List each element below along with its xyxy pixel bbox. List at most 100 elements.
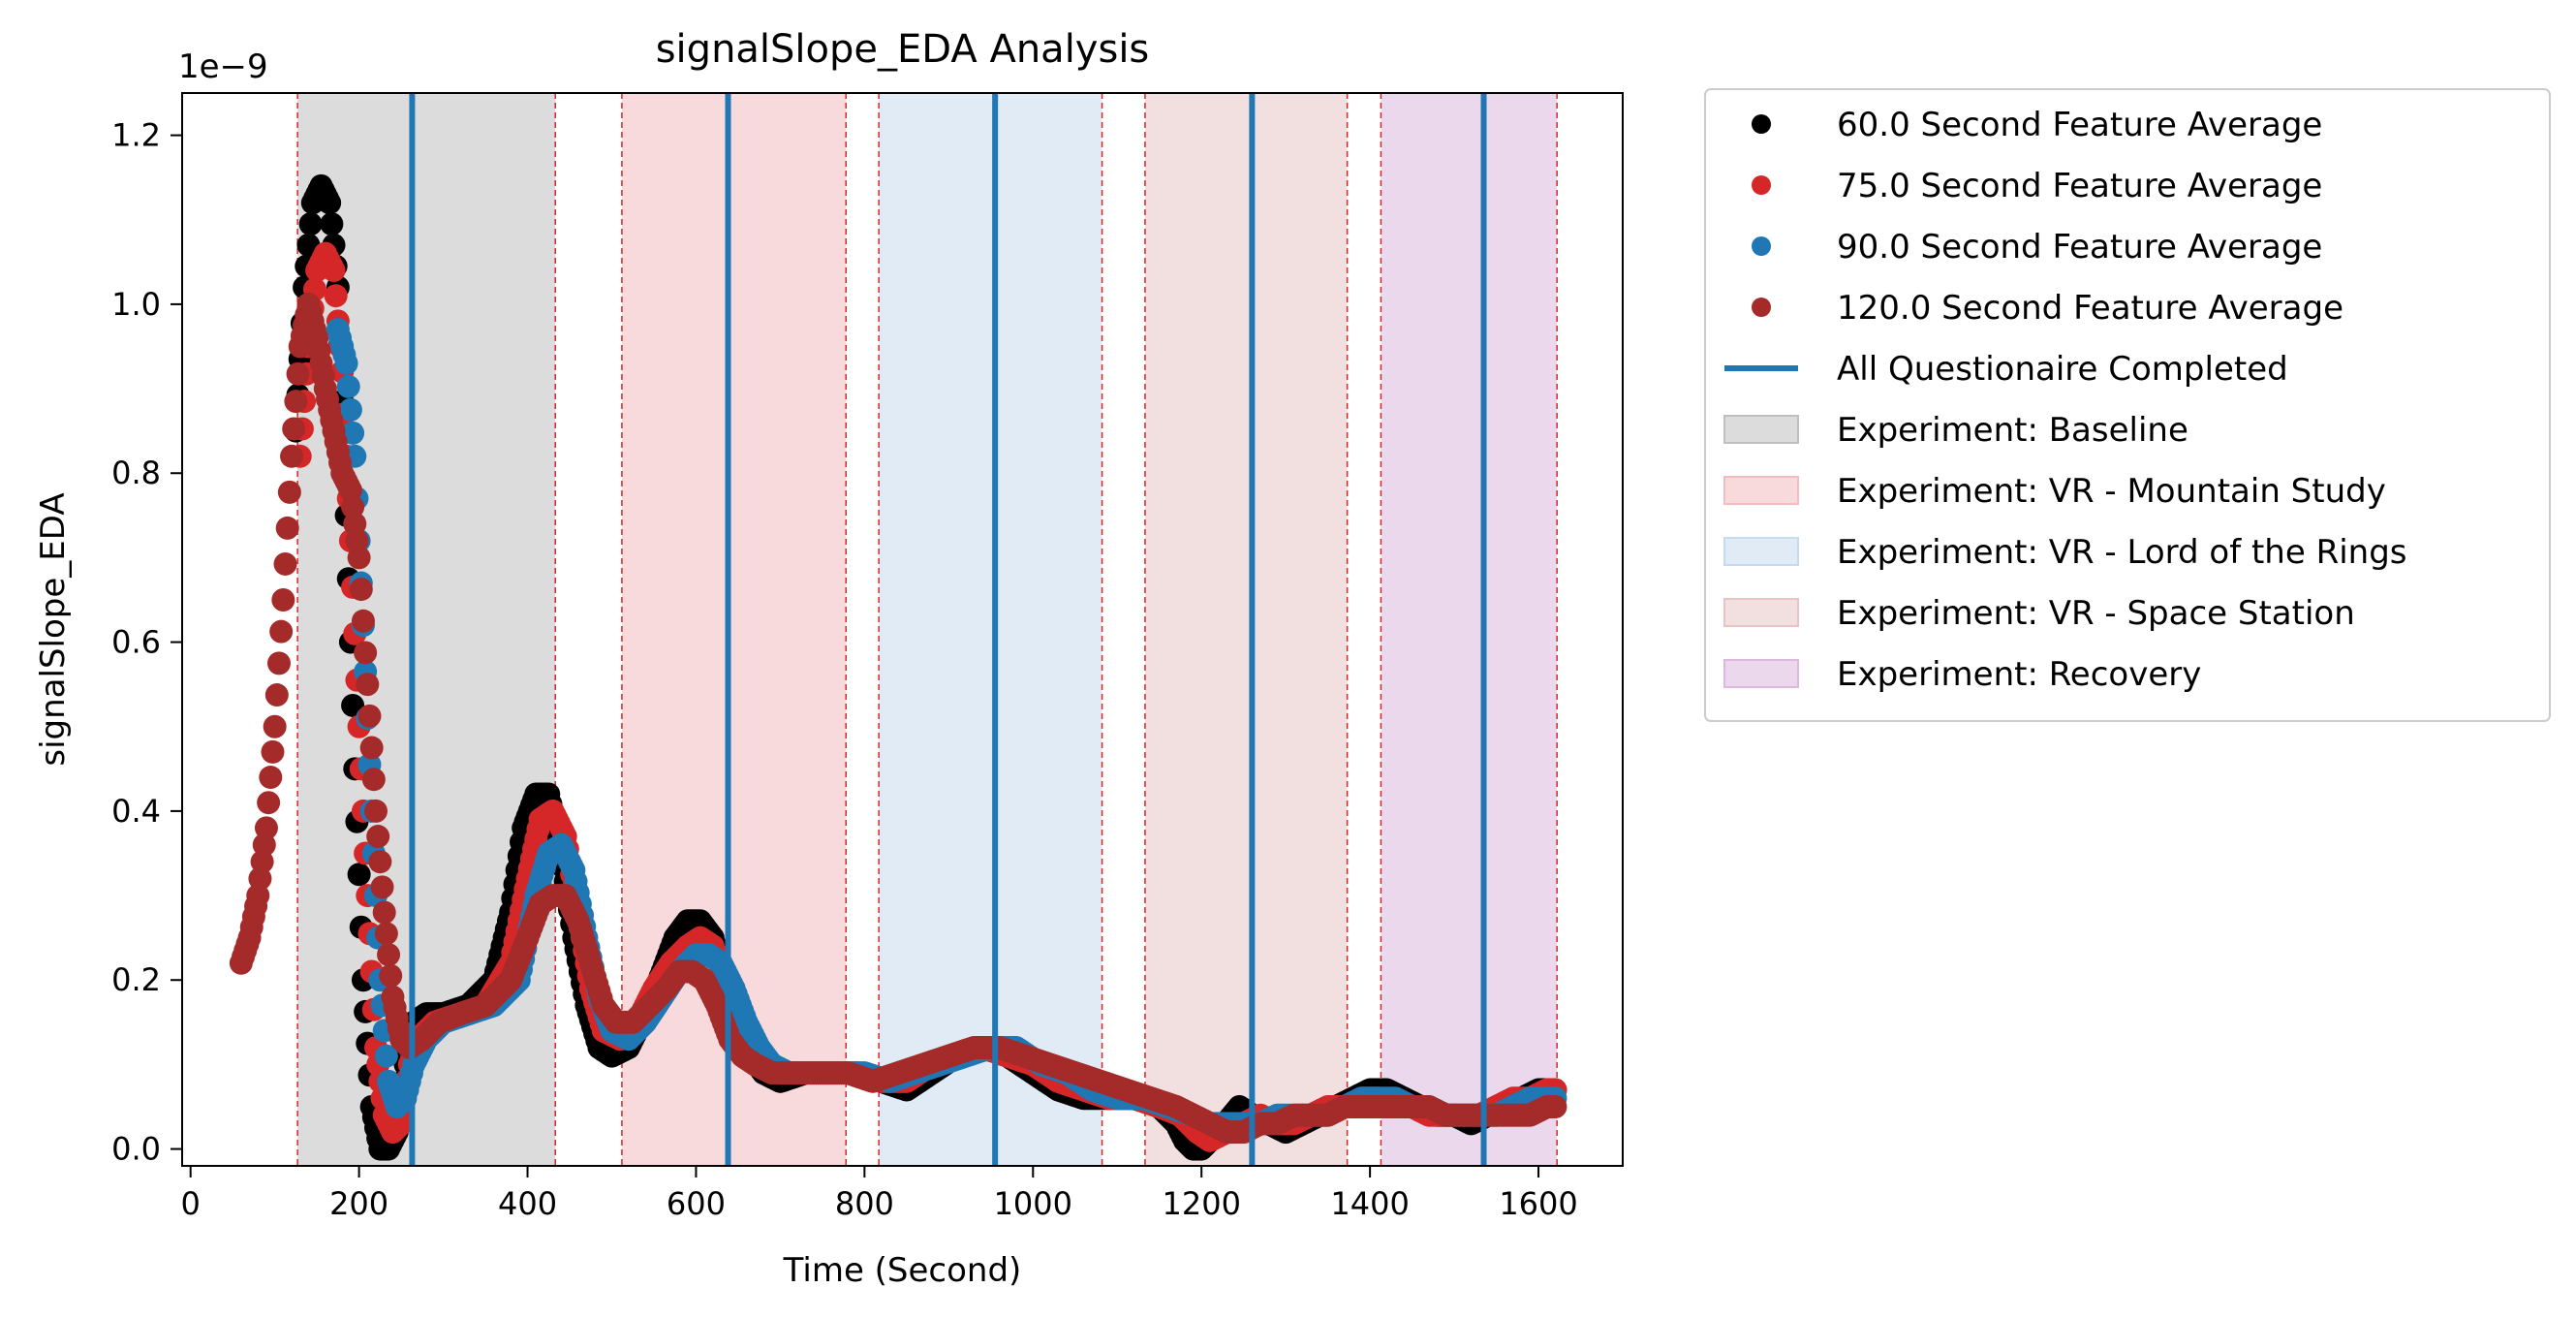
series-3-point-16 [364,799,388,823]
legend-marker-6 [1723,476,1799,505]
x-tick-label-6: 1200 [1162,1185,1240,1222]
series-3-marker [267,651,292,675]
legend-marker-2 [1752,236,1771,256]
x-tick-label-5: 1000 [994,1185,1072,1222]
y-tick-label-3: 0.6 [111,624,161,661]
series-1-point-4 [322,259,346,283]
questionnaire-lines [409,93,1487,1166]
legend-label-7: Experiment: VR - Lord of the Rings [1837,533,2407,572]
legend-item-0: 60.0 Second Feature Average [1752,106,2322,144]
legend-marker-3 [1752,298,1771,317]
series-3-marker [361,768,386,792]
legend-item-8: Experiment: VR - Space Station [1723,594,2355,633]
plot-frame [181,92,1624,1167]
legend-label-6: Experiment: VR - Mountain Study [1837,472,2386,511]
legend-label-9: Experiment: Recovery [1837,655,2201,694]
x-tick-label-4: 800 [835,1185,894,1222]
chart-title: signalSlope_EDA Analysis [656,27,1150,72]
x-tick-label-7: 1400 [1330,1185,1409,1222]
legend-item-7: Experiment: VR - Lord of the Rings [1723,533,2407,572]
legend: 60.0 Second Feature Average 75.0 Second F… [1704,88,2551,722]
legend-box [1704,88,2551,722]
legend-label-4: All Questionaire Completed [1837,350,2288,389]
legend-label-3: 120.0 Second Feature Average [1837,289,2343,328]
legend-item-9: Experiment: Recovery [1723,655,2201,694]
legend-marker-0 [1752,114,1771,134]
series-3-marker [345,528,369,552]
x-axis-label: Time (Second) [783,1251,1022,1290]
series-3 [229,292,1567,1145]
series-0-marker [347,863,371,887]
series-3-marker [351,609,375,633]
y-tick-label-1: 0.2 [111,961,161,998]
legend-label-2: 90.0 Second Feature Average [1837,228,2322,267]
series-0-marker [320,212,344,236]
series-3-point-83 [1543,1094,1567,1118]
series-3-marker [286,361,310,386]
experiment-span-2 [879,93,1102,1166]
series-3-point-4 [263,714,287,738]
series-3-marker [354,641,378,665]
x-tick-label-3: 600 [667,1185,726,1222]
legend-label-8: Experiment: VR - Space Station [1837,594,2355,633]
legend-item-4: All Questionaire Completed [1724,350,2288,389]
series-3-marker [359,736,384,760]
series-3-point-17 [372,900,396,925]
legend-label-1: 75.0 Second Feature Average [1837,167,2322,205]
legend-item-5: Experiment: Baseline [1723,411,2188,450]
series-0-marker [298,212,323,236]
series-1-marker [324,284,348,308]
series-3-marker [368,850,392,874]
series-3-marker [257,791,281,815]
series-3-marker [252,832,276,857]
series-2-marker [338,397,362,422]
series-3-marker [282,417,306,441]
series-3-marker [374,922,398,946]
series-3-point-14 [347,546,371,570]
y-tick-label-6: 1.2 [111,117,161,154]
series-3-marker [366,825,390,849]
series-3-point-2 [246,884,270,908]
experiment-span-3 [1144,93,1348,1166]
series-3-point-5 [271,587,295,612]
series-3-marker [379,963,403,988]
legend-label-5: Experiment: Baseline [1837,411,2188,450]
series-3-marker [273,551,297,576]
y-tick-label-5: 1.0 [111,286,161,323]
legend-item-3: 120.0 Second Feature Average [1752,289,2343,328]
series-3-marker [259,766,283,790]
series-3-marker [277,480,301,504]
series-3-point-3 [254,816,278,840]
series-3-marker [269,619,294,644]
x-tick-label-0: 0 [181,1185,201,1222]
series-3-marker [275,516,299,540]
legend-label-0: 60.0 Second Feature Average [1837,106,2322,144]
series-0-point-4 [318,191,342,215]
series-2-point-1 [334,351,358,375]
y-axis-label: signalSlope_EDA [34,492,73,766]
legend-item-2: 90.0 Second Feature Average [1752,228,2322,267]
series-3-marker [261,739,285,764]
data-series [229,173,1567,1161]
x-tick-label-2: 400 [498,1185,557,1222]
legend-marker-7 [1723,537,1799,566]
series-2-marker [336,374,360,398]
legend-item-1: 75.0 Second Feature Average [1752,167,2322,205]
legend-marker-9 [1723,659,1799,688]
x-tick-label-8: 1600 [1499,1185,1577,1222]
legend-marker-1 [1752,175,1771,195]
series-3-marker [370,875,394,899]
series-3-point-6 [280,444,304,468]
y-tick-label-2: 0.4 [111,793,161,830]
x-tick-label-1: 200 [329,1185,388,1222]
legend-item-6: Experiment: VR - Mountain Study [1723,472,2386,511]
series-3-marker [264,683,289,707]
legend-marker-8 [1723,598,1799,627]
experiment-spans [296,93,1558,1166]
y-axis-multiplier: 1e−9 [178,47,268,86]
experiment-span-4 [1381,93,1558,1166]
series-3-point-13 [338,478,362,502]
series-3-marker [349,578,373,602]
axes: 0 200 400 600 800 1000 1200 1400 1600 0.0 0.2 0.4 0.… [111,117,1578,1222]
